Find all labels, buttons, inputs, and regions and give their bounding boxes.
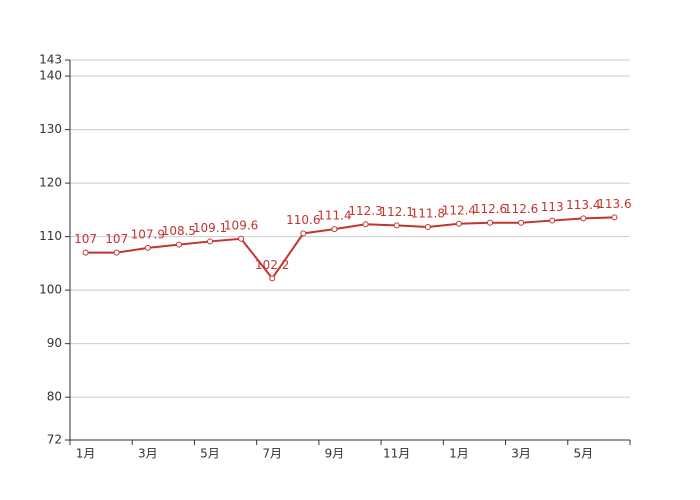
point	[144, 244, 151, 251]
point	[580, 215, 587, 222]
y-tick-label: 140	[39, 69, 62, 83]
value-label: 111.8	[411, 206, 445, 220]
x-tick-label: 3月	[511, 447, 531, 461]
x-tick-label: 1月	[449, 447, 469, 461]
y-tick-label: 130	[39, 122, 62, 136]
value-label: 110.6	[286, 213, 320, 227]
point	[175, 241, 182, 248]
point	[300, 230, 307, 237]
x-tick-label: 3月	[138, 447, 158, 461]
value-label: 113.4	[566, 198, 600, 212]
value-label: 107	[74, 232, 97, 246]
x-tick-label: 9月	[325, 447, 345, 461]
y-tick-label: 120	[39, 176, 62, 190]
point	[487, 219, 493, 226]
y-tick-label: 110	[39, 229, 62, 243]
point	[113, 249, 120, 256]
point	[393, 222, 400, 229]
y-tick-label: 72	[47, 433, 62, 447]
point	[207, 238, 213, 245]
value-label: 107.9	[131, 227, 165, 241]
x-tick-label: 5月	[574, 447, 594, 461]
value-label: 111.4	[317, 209, 351, 223]
value-label: 113.6	[597, 197, 631, 211]
x-tick-label: 5月	[200, 447, 220, 461]
point	[549, 217, 556, 224]
value-label: 107	[105, 232, 128, 246]
value-label: 102.2	[255, 258, 289, 272]
line	[85, 216, 615, 281]
y-tick-label: 80	[47, 390, 62, 404]
value-label: 112.6	[473, 202, 507, 216]
value-label: 108.5	[162, 224, 196, 238]
point	[238, 235, 245, 242]
value-label: 113	[541, 200, 564, 214]
value-label: 112.4	[442, 203, 476, 217]
point	[455, 220, 462, 227]
x-tick-label: 7月	[262, 447, 282, 461]
x-tick-label: 1月	[76, 447, 96, 461]
point	[362, 221, 369, 228]
point	[269, 275, 276, 282]
value-label: 109.6	[224, 218, 258, 232]
point	[331, 226, 338, 233]
point	[518, 219, 525, 226]
point	[611, 214, 618, 221]
x-tick-label: 11月	[383, 447, 410, 461]
value-label: 112.3	[348, 204, 382, 218]
value-label: 109.1	[193, 221, 227, 235]
point	[82, 249, 89, 256]
point	[424, 223, 431, 230]
y-tick-label: 143	[39, 53, 62, 67]
value-label: 112.6	[504, 202, 538, 216]
y-tick-label: 90	[47, 336, 62, 350]
y-tick-label: 100	[39, 283, 62, 297]
value-label: 112.1	[379, 205, 413, 219]
